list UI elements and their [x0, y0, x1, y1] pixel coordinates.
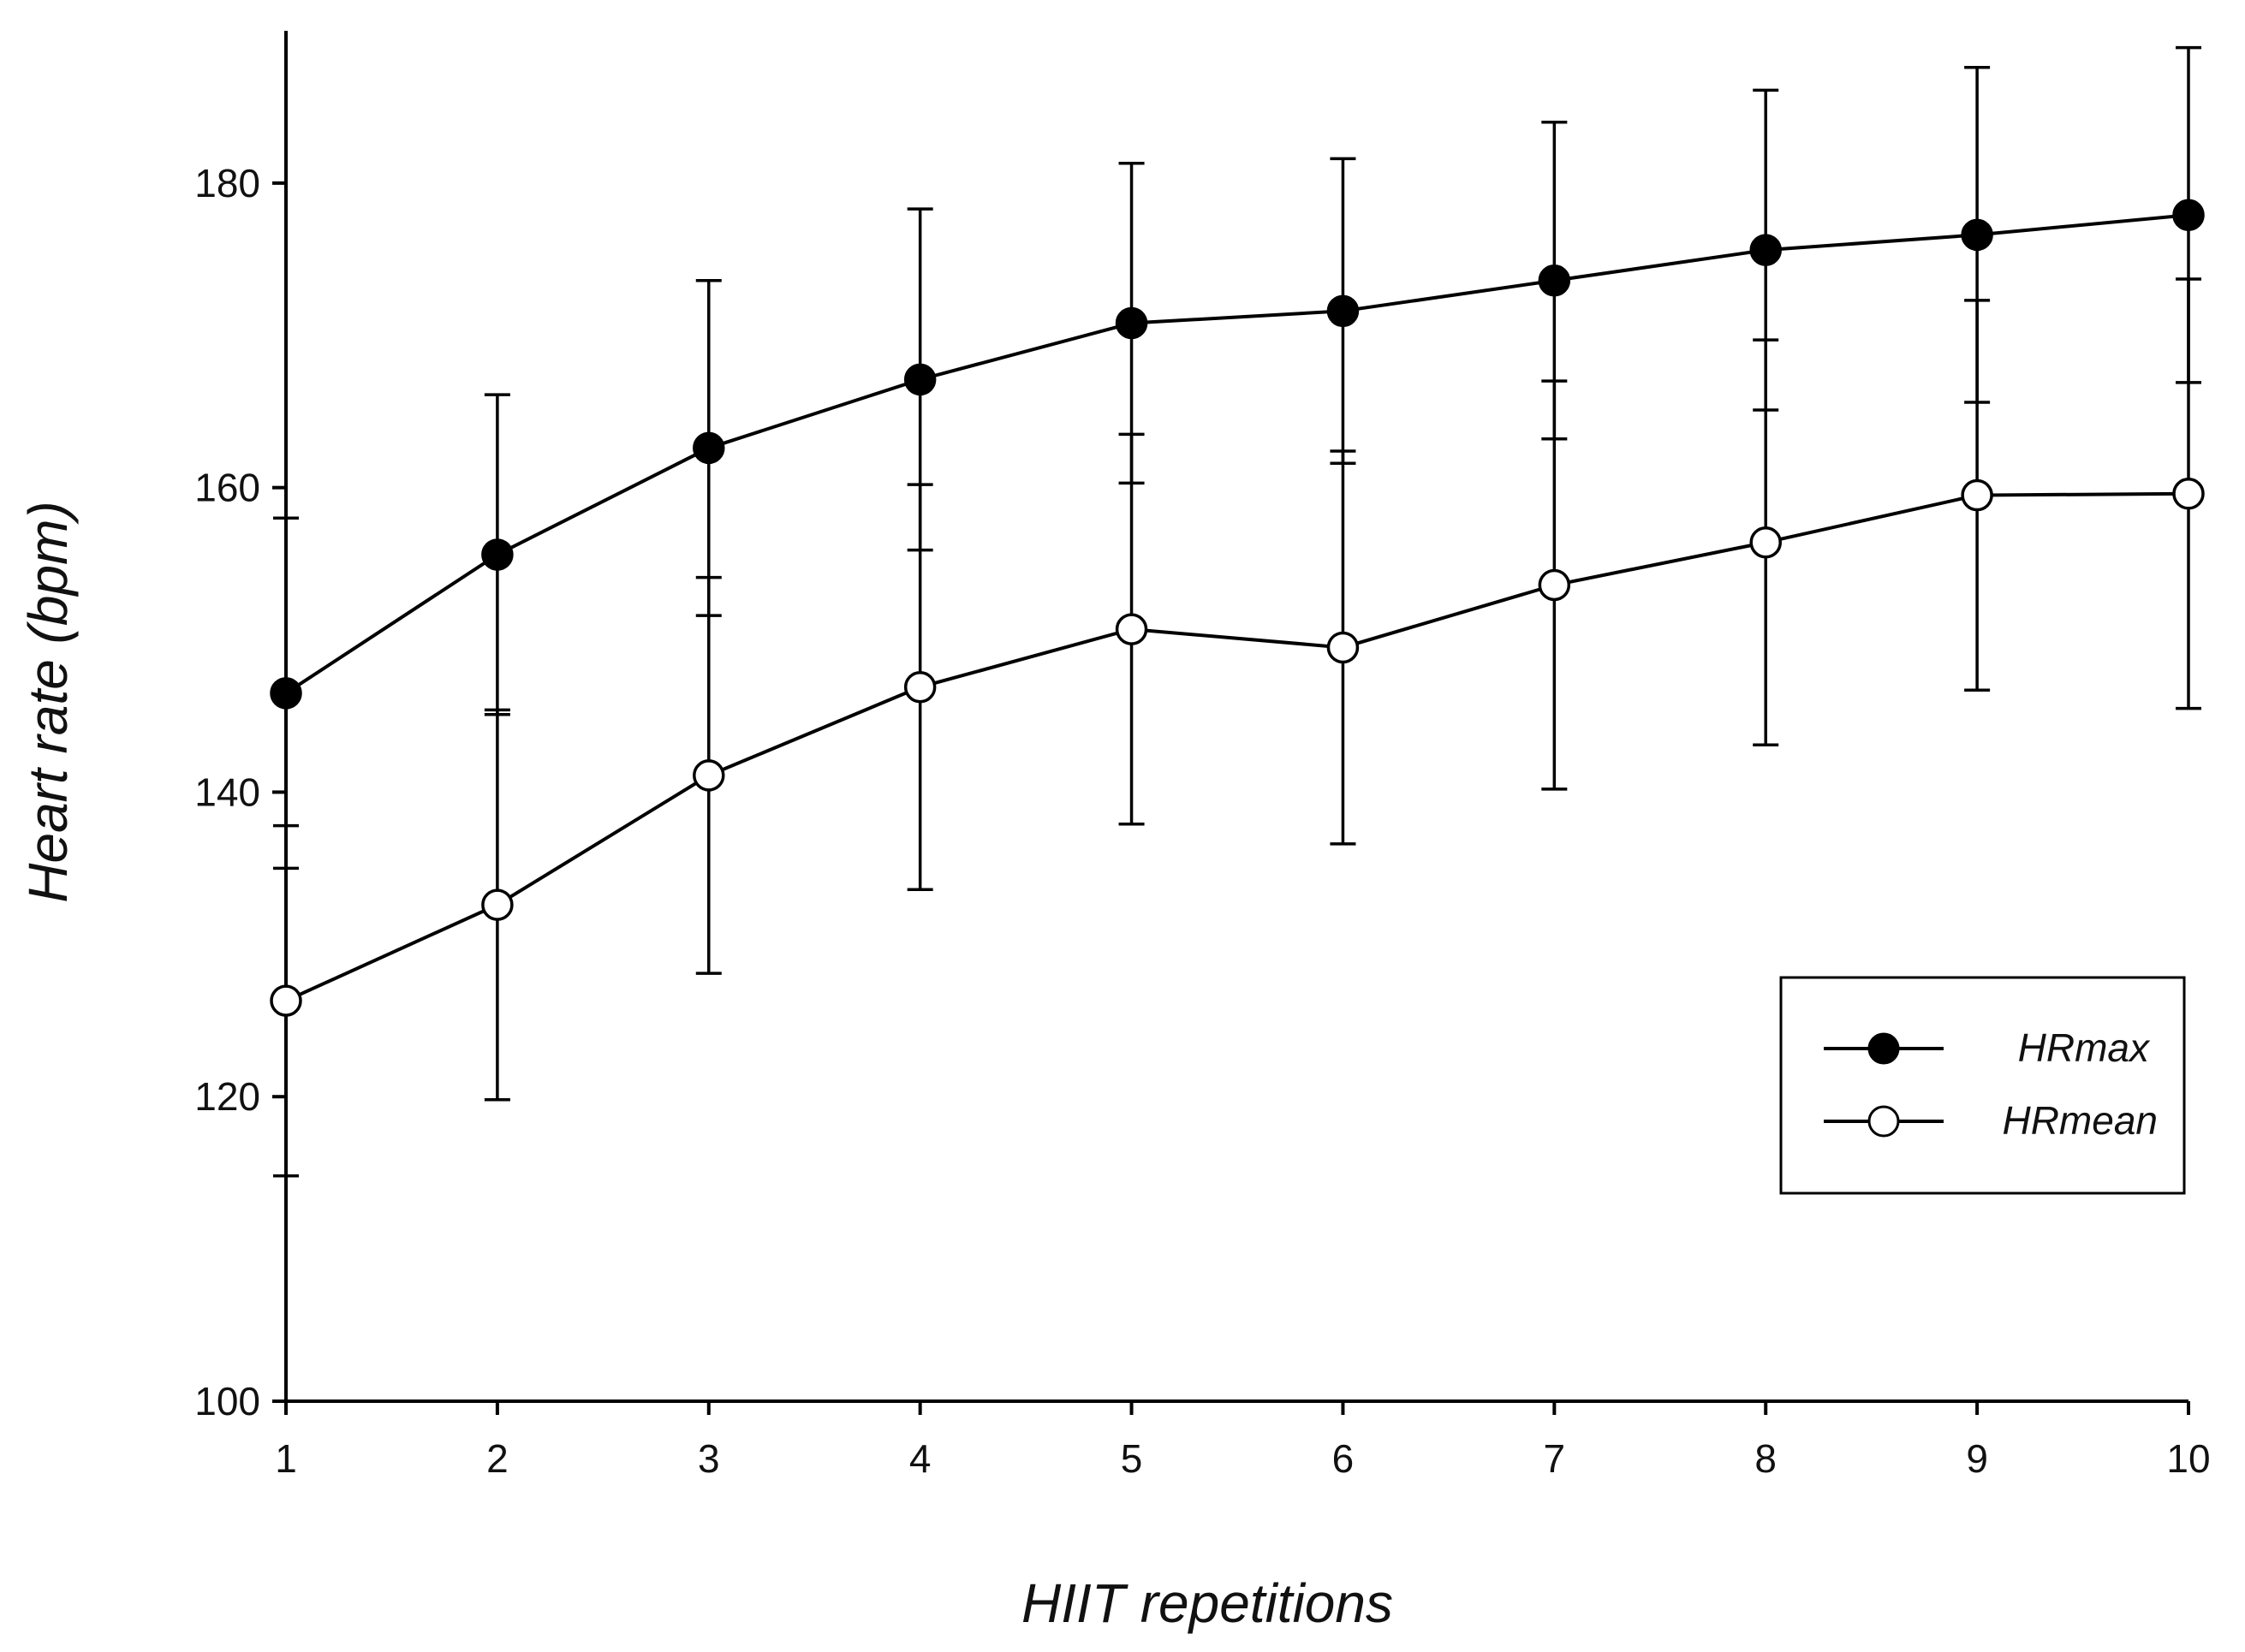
series-hrmax — [270, 45, 2205, 871]
x-axis-title: HIIT repetitions — [1021, 1572, 1393, 1634]
legend-hrmax-marker — [1867, 1032, 1900, 1065]
x-tick-label: 6 — [1332, 1436, 1355, 1481]
series-layer — [270, 45, 2205, 1178]
hrmean-line — [285, 491, 2189, 1002]
hrmax-point — [270, 677, 302, 710]
axes: 100 120 140 160 180 1 2 3 4 5 6 7 8 9 10 — [194, 31, 2211, 1481]
series-hrmean — [270, 277, 2205, 1178]
x-tick-label: 7 — [1544, 1436, 1566, 1481]
hrmax-point — [2172, 199, 2205, 231]
hrmax-point — [1538, 264, 1571, 297]
hrmax-point — [693, 431, 725, 465]
hrmean-point — [1115, 613, 1148, 645]
hrmean-point — [1961, 478, 1993, 512]
x-tick-label: 10 — [2166, 1436, 2210, 1481]
hrmax-line — [284, 213, 2189, 695]
y-tick-label: 180 — [194, 161, 260, 205]
x-tick-label: 2 — [486, 1436, 509, 1481]
legend-box — [1779, 976, 2186, 1195]
x-tick-label: 5 — [1121, 1436, 1143, 1481]
legend-hrmax-label: HRmax — [2018, 1025, 2151, 1070]
y-tick-label: 160 — [194, 466, 260, 510]
hrmean-point — [1538, 568, 1571, 602]
legend-hrmean-label: HRmean — [2002, 1098, 2158, 1143]
legend-hrmean-marker — [1867, 1105, 1900, 1138]
hrmean-point — [270, 984, 302, 1017]
hrmax-point — [1115, 306, 1148, 340]
hrmean-point — [2172, 478, 2205, 510]
hrmax-point — [903, 363, 937, 396]
x-tick-label: 9 — [1966, 1436, 1988, 1481]
y-tick-label: 100 — [194, 1379, 260, 1423]
hrmax-point — [481, 538, 514, 571]
hrmean-point — [1749, 526, 1782, 559]
hrmean-point — [903, 670, 937, 704]
hrmean-point — [481, 888, 514, 921]
hrmax-point — [1326, 294, 1360, 328]
x-tick-label: 8 — [1754, 1436, 1777, 1481]
legend: HRmax HRmean — [1779, 976, 2186, 1195]
y-tick-label: 140 — [194, 770, 260, 814]
x-tick-label: 3 — [698, 1436, 720, 1481]
hrmean-point — [1326, 631, 1360, 664]
y-tick-label: 120 — [194, 1074, 260, 1119]
y-axis-title: Heart rate (bpm) — [17, 501, 79, 902]
x-tick-label: 1 — [275, 1436, 297, 1481]
hrmax-point — [1749, 234, 1782, 266]
x-tick-label: 4 — [909, 1436, 932, 1481]
hrmax-point — [1961, 218, 1993, 252]
hrmean-point — [693, 759, 725, 792]
